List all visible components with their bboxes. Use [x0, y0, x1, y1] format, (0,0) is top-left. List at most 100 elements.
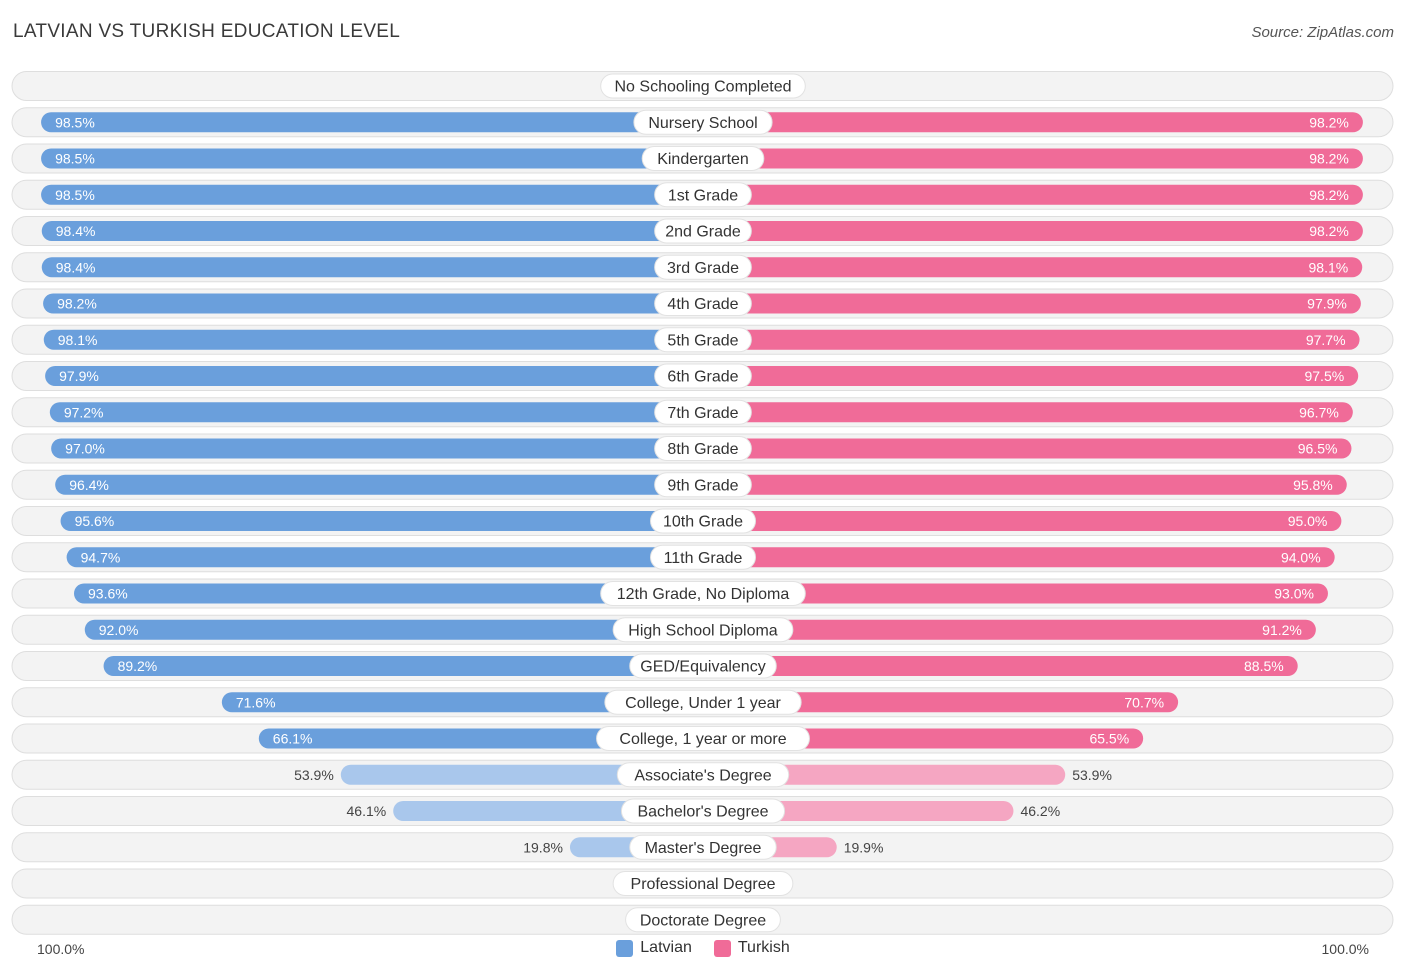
category-label: 2nd Grade [665, 224, 741, 241]
bar-turkish [693, 184, 1363, 205]
category-label: GED/Equivalency [640, 659, 765, 676]
value-label-latvian: 98.5% [55, 114, 95, 130]
category-pill [654, 363, 752, 389]
category-label: 8th Grade [667, 441, 738, 458]
value-label-turkish: 98.2% [1309, 151, 1349, 167]
legend-item-latvian[interactable]: Latvian [616, 939, 692, 957]
category-label: Nursery School [648, 115, 757, 132]
bar-turkish [693, 656, 1298, 676]
category-label: 6th Grade [667, 369, 738, 386]
bar-turkish [693, 438, 1352, 459]
bar-turkish [693, 148, 1363, 169]
value-label-turkish: 98.1% [1309, 259, 1349, 275]
category-pill [629, 653, 777, 679]
value-label-turkish: 95.8% [1293, 477, 1333, 493]
bar-latvian [41, 221, 713, 241]
value-label-turkish: 97.5% [1304, 368, 1344, 384]
bar-turkish [693, 583, 1328, 604]
value-label-turkish: 97.9% [1307, 296, 1347, 312]
value-label-turkish: 96.7% [1299, 404, 1339, 420]
value-label-turkish: 19.9% [844, 839, 884, 855]
category-label: 3rd Grade [667, 260, 739, 277]
category-pill [620, 798, 786, 824]
bar-turkish [693, 692, 1179, 713]
value-label-turkish: 91.2% [1262, 622, 1302, 638]
category-pill [633, 109, 773, 135]
category-label: No Schooling Completed [615, 79, 792, 96]
value-label-turkish: 53.9% [1072, 767, 1112, 783]
category-pill [654, 182, 752, 208]
category-label: 11th Grade [664, 550, 743, 567]
bar-turkish [693, 221, 1363, 241]
value-label-turkish: 93.0% [1274, 586, 1314, 602]
axis-right-label: 100.0% [1321, 941, 1369, 957]
value-label-turkish: 98.2% [1309, 114, 1349, 130]
bar-turkish [693, 474, 1347, 495]
value-label-latvian: 93.6% [88, 586, 128, 602]
value-label-latvian: 98.4% [56, 223, 96, 239]
bar-turkish [693, 329, 1360, 350]
bar-latvian [60, 511, 714, 531]
value-label-latvian: 92.0% [99, 622, 139, 638]
bar-latvian [43, 293, 713, 314]
bar-turkish [693, 366, 1359, 386]
category-pill [654, 254, 752, 280]
bar-latvian [49, 402, 714, 423]
value-label-turkish: 97.7% [1306, 332, 1346, 348]
category-pill [625, 907, 781, 933]
value-label-turkish: 95.0% [1288, 513, 1328, 529]
category-label: Kindergarten [657, 151, 749, 168]
category-pill [604, 689, 802, 715]
value-label-latvian: 98.4% [56, 259, 96, 275]
value-label-latvian: 89.2% [118, 658, 158, 674]
bar-latvian [51, 438, 714, 459]
category-label: Master's Degree [645, 840, 762, 857]
category-label: 5th Grade [667, 332, 738, 349]
value-label-latvian: 98.1% [58, 332, 98, 348]
bar-latvian [84, 619, 713, 640]
value-label-latvian: 97.0% [65, 441, 105, 457]
bar-turkish [693, 511, 1342, 531]
category-label: 12th Grade, No Diploma [617, 586, 790, 603]
value-label-latvian: 97.2% [64, 404, 104, 420]
value-label-turkish: 94.0% [1281, 549, 1321, 565]
bar-turkish [693, 402, 1353, 423]
category-pill [654, 291, 752, 316]
category-label: College, Under 1 year [625, 695, 781, 712]
category-label: Associate's Degree [634, 767, 771, 784]
education-chart: 1.5%1.8%No Schooling Completed98.5%98.2%… [11, 71, 1394, 935]
category-label: High School Diploma [628, 622, 778, 639]
legend-swatch-turkish [713, 939, 731, 957]
bar-latvian [43, 329, 713, 350]
category-pill [650, 508, 756, 534]
category-pill [654, 218, 752, 244]
category-pill [641, 146, 765, 171]
value-label-latvian: 66.1% [273, 731, 313, 747]
legend: Latvian Turkish [0, 939, 1406, 957]
bar-latvian [55, 474, 713, 495]
legend-label-latvian: Latvian [640, 939, 692, 956]
bar-turkish [693, 112, 1363, 133]
category-label: 9th Grade [667, 477, 738, 494]
value-label-latvian: 96.4% [69, 477, 109, 493]
bar-latvian [41, 257, 713, 278]
value-label-latvian: 71.6% [236, 694, 276, 710]
value-label-latvian: 97.9% [59, 368, 99, 384]
bar-latvian [41, 112, 713, 133]
category-label: 1st Grade [668, 187, 738, 204]
category-pill [650, 544, 756, 570]
source-label: Source: ZipAtlas.com [1251, 24, 1394, 41]
value-label-turkish: 98.2% [1309, 187, 1349, 203]
bar-latvian [41, 148, 713, 169]
legend-item-turkish[interactable]: Turkish [713, 939, 790, 957]
value-label-turkish: 65.5% [1089, 731, 1129, 747]
value-label-turkish: 46.2% [1020, 803, 1060, 819]
legend-swatch-latvian [616, 939, 634, 957]
value-label-latvian: 98.2% [57, 296, 97, 312]
bar-turkish [693, 257, 1363, 278]
bar-latvian [103, 656, 714, 676]
category-pill [612, 871, 794, 896]
category-label: 4th Grade [667, 296, 738, 313]
value-label-latvian: 98.5% [55, 151, 95, 167]
value-label-turkish: 88.5% [1244, 658, 1284, 674]
